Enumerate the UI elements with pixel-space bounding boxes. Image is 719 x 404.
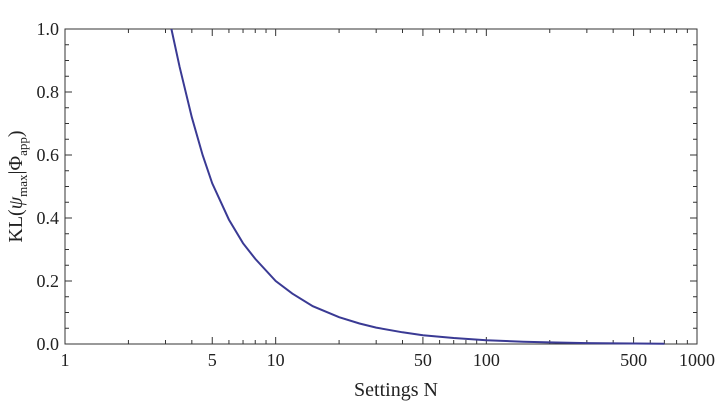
x-tick-labels: 1 5 10 50 100 500 1000 xyxy=(61,350,716,370)
y-axis-title: KL(ψmax|Φapp) xyxy=(5,130,30,242)
y-tick-label: 1.0 xyxy=(37,19,60,39)
y-tick-labels: 0.0 0.2 0.4 0.6 0.8 1.0 xyxy=(37,19,60,354)
x-tick-label: 500 xyxy=(620,350,647,370)
x-axis-title: Settings N xyxy=(354,379,438,401)
y-tick-label: 0.0 xyxy=(37,334,60,354)
series-group xyxy=(170,28,665,345)
x-tick-label: 10 xyxy=(267,350,285,370)
axis-ticks xyxy=(64,28,698,345)
x-tick-label: 5 xyxy=(208,350,217,370)
plot-frame xyxy=(64,28,698,345)
series-line xyxy=(170,28,665,345)
y-tick-label: 0.6 xyxy=(37,145,60,165)
y-tick-label: 0.2 xyxy=(37,271,60,291)
y-tick-label: 0.4 xyxy=(37,208,60,228)
x-tick-label: 50 xyxy=(414,350,432,370)
y-axis-title-text: KL(ψmax|Φapp) xyxy=(5,130,30,242)
x-tick-label: 1 xyxy=(61,350,70,370)
x-tick-label: 100 xyxy=(473,350,500,370)
y-tick-label: 0.8 xyxy=(37,82,60,102)
x-tick-label: 1000 xyxy=(679,350,715,370)
